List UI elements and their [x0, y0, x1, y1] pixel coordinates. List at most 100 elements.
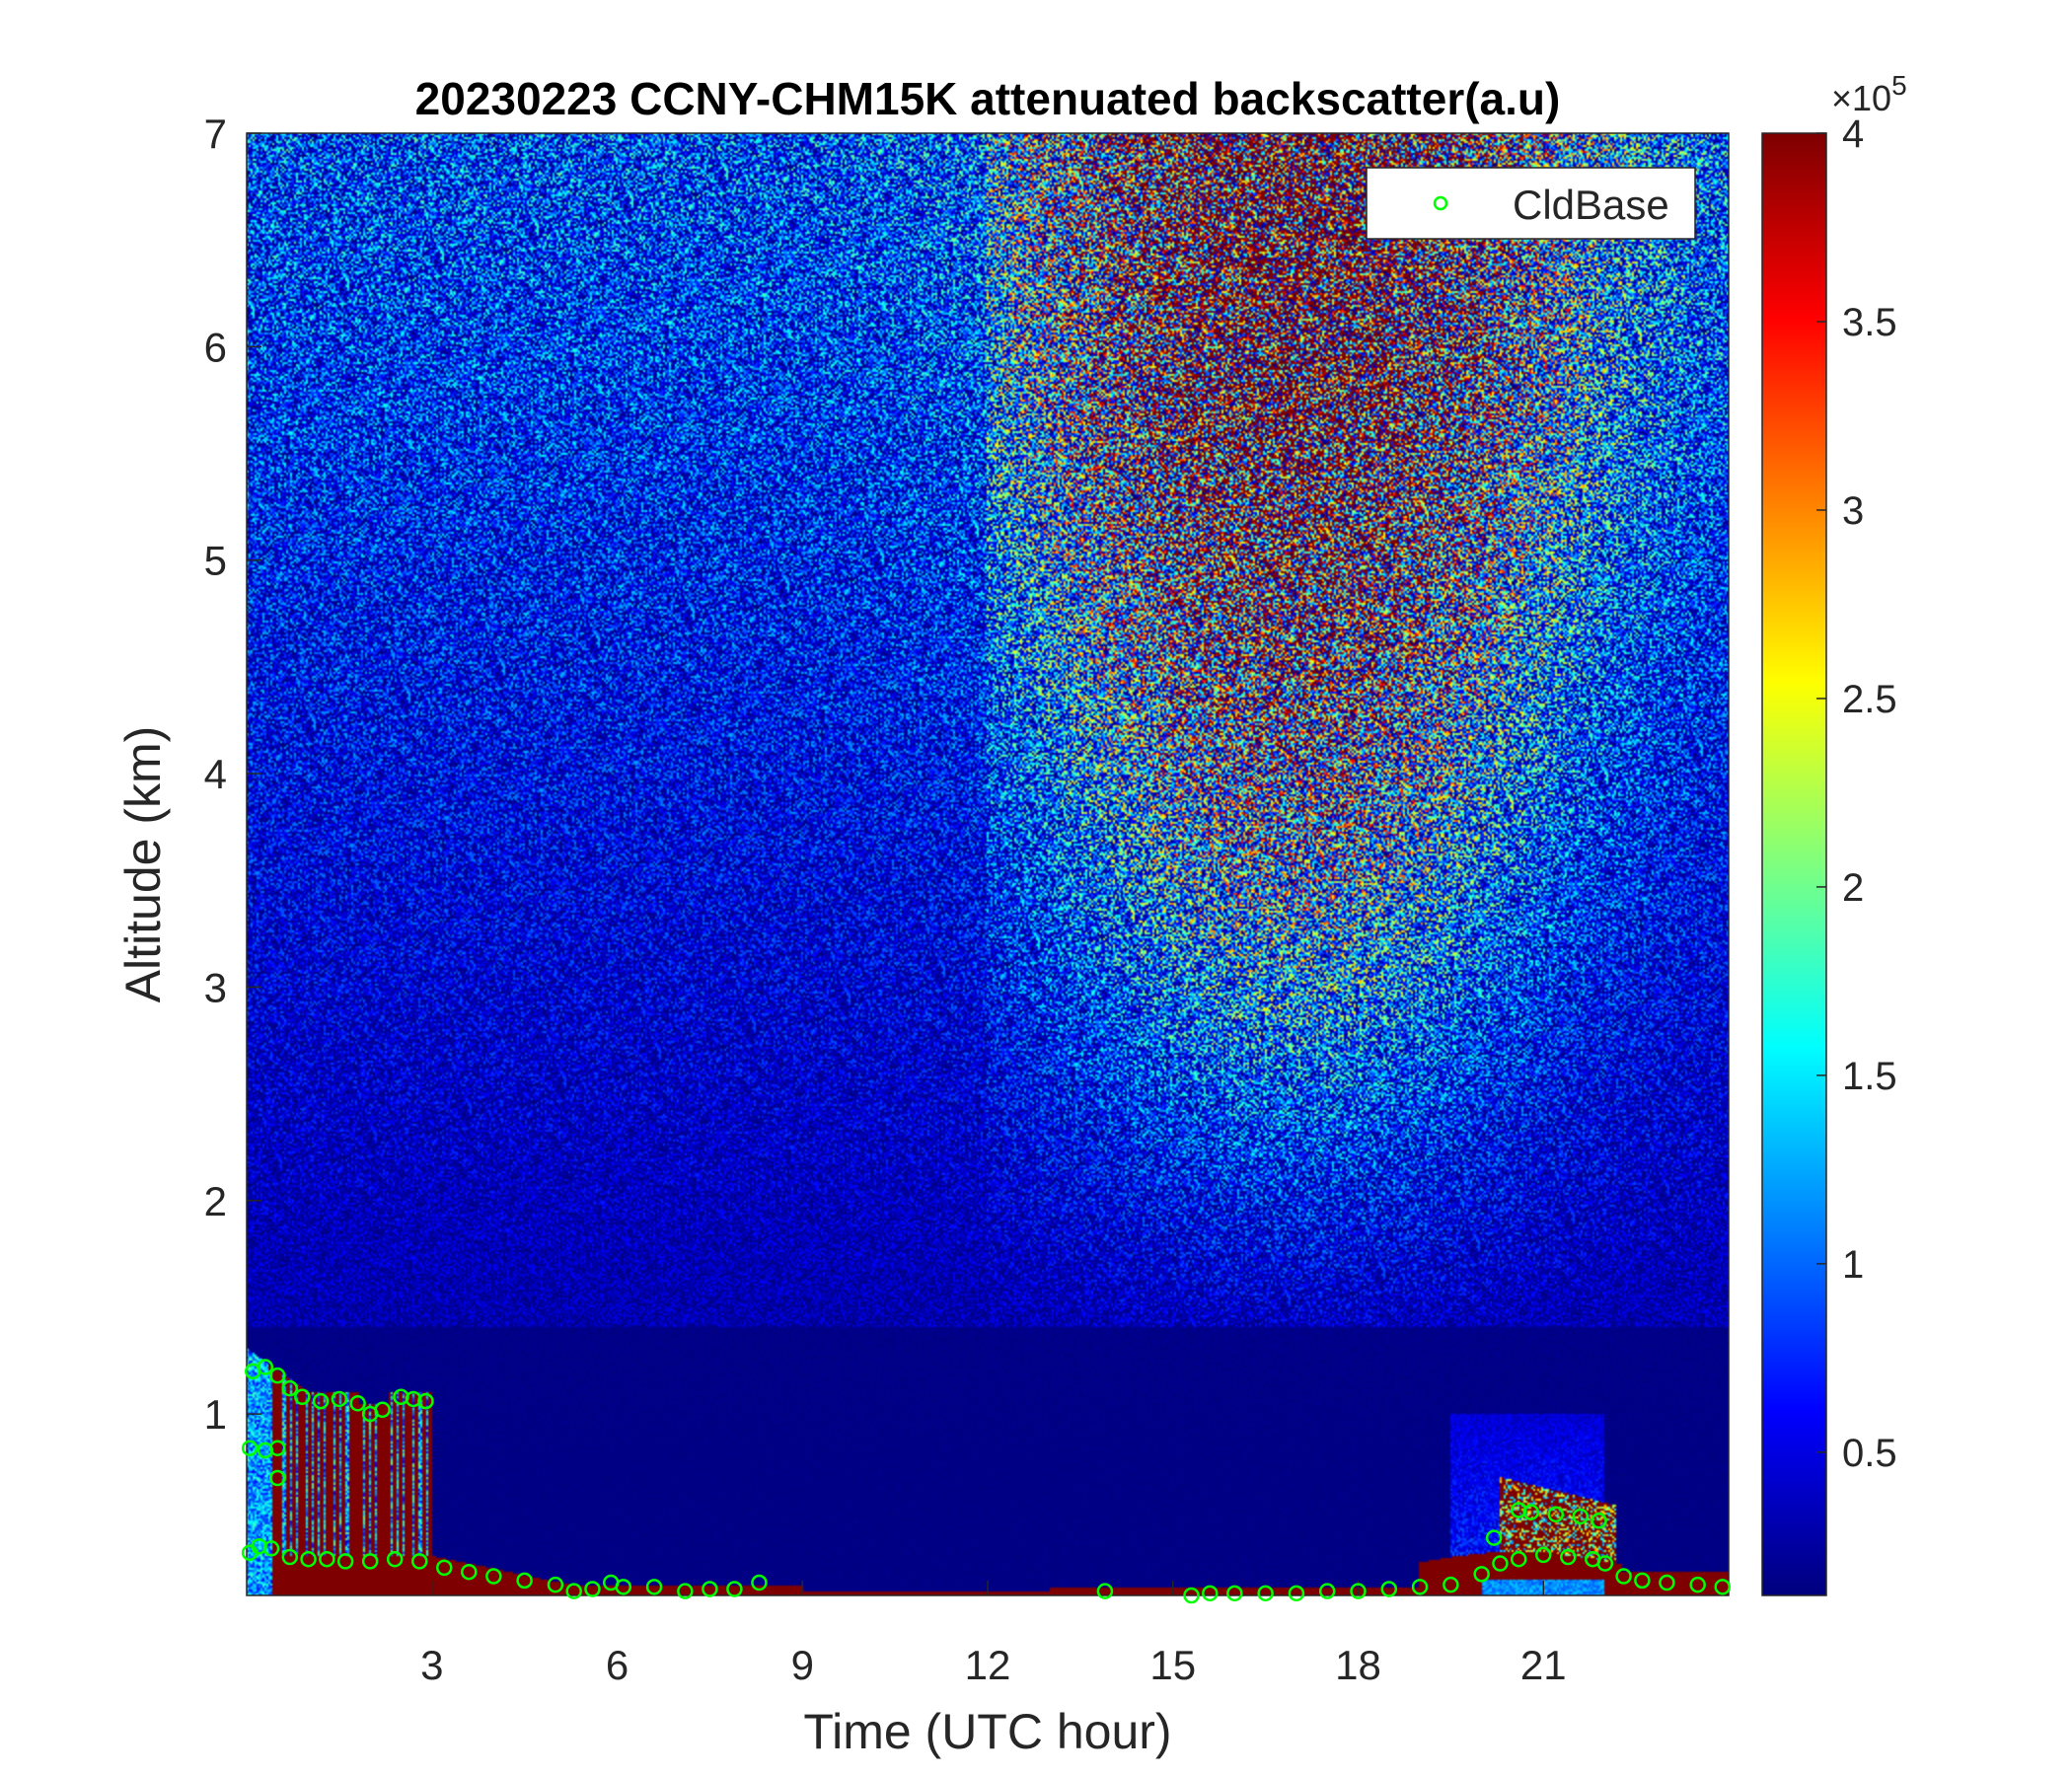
- cldbase-point: [1714, 1579, 1731, 1595]
- cldbase-point: [1350, 1583, 1367, 1599]
- cldbase-point: [751, 1574, 768, 1591]
- y-tick-label: 6: [204, 324, 227, 370]
- y-tick-label: 4: [204, 751, 227, 797]
- x-tick-label: 9: [791, 1642, 814, 1688]
- cldbase-point: [1547, 1506, 1565, 1523]
- colorbar-tick-label: 0.5: [1842, 1432, 1897, 1475]
- y-tick-label: 3: [204, 964, 227, 1010]
- cldbase-point: [1443, 1576, 1459, 1593]
- cldbase-point: [269, 1367, 286, 1384]
- cldbase-point: [1535, 1546, 1552, 1564]
- cldbase-point: [1522, 1504, 1539, 1520]
- cldbase-point: [547, 1576, 564, 1593]
- cldbase-point: [349, 1395, 366, 1412]
- cldbase-point: [1202, 1585, 1219, 1602]
- colorbar-tick-label: 4: [1842, 112, 1864, 156]
- cldbase-point: [702, 1581, 718, 1597]
- colorbar-tick-label: 2: [1842, 866, 1864, 910]
- cldbase-point: [1572, 1508, 1590, 1525]
- legend-label: CldBase: [1513, 182, 1669, 228]
- cldbase-point: [300, 1550, 317, 1568]
- y-axis: 1 2 3 4 5 6 7: [204, 111, 261, 1438]
- cldbase-point: [1257, 1585, 1274, 1602]
- y-axis-label: Altitude (km): [115, 726, 171, 1003]
- cldbase-point: [294, 1388, 311, 1406]
- colorbar-frame: [1761, 132, 1827, 1596]
- cldbase-point: [584, 1581, 601, 1597]
- x-tick-label: 18: [1335, 1642, 1381, 1688]
- cldbase-point: [312, 1392, 330, 1410]
- cldbase-point: [436, 1559, 453, 1577]
- cldbase-point: [1492, 1555, 1509, 1572]
- cldbase-point: [1318, 1583, 1336, 1599]
- cldbase-point: [281, 1379, 299, 1397]
- x-tick-label: 21: [1520, 1642, 1567, 1688]
- cldbase-point: [269, 1469, 286, 1487]
- legend-marker-icon: [1433, 195, 1448, 211]
- cldbase-point: [485, 1568, 502, 1585]
- cldbase-point: [1560, 1548, 1577, 1566]
- colorbar: [1762, 133, 1826, 1595]
- cldbase-point: [1596, 1555, 1614, 1572]
- colorbar-tick-label: 1: [1842, 1243, 1864, 1287]
- y-tick-label: 5: [204, 538, 227, 584]
- cldbase-point: [516, 1572, 533, 1590]
- cldbase-point: [331, 1390, 348, 1408]
- cldbase-point: [319, 1550, 335, 1568]
- cldbase-point: [241, 1440, 259, 1456]
- cldbase-point: [645, 1579, 663, 1595]
- cldbase-point: [1591, 1513, 1607, 1529]
- cldbase-point: [1183, 1587, 1200, 1604]
- cldbase-point: [1659, 1574, 1675, 1591]
- legend-box: [1366, 167, 1696, 240]
- cldbase-point: [281, 1548, 299, 1566]
- cldbase-point: [1380, 1581, 1398, 1597]
- plot-frame: [246, 132, 1730, 1596]
- y-tick-label: 1: [204, 1391, 227, 1438]
- y-tick-label: 2: [204, 1178, 227, 1224]
- cldbase-point: [374, 1401, 391, 1419]
- x-axis-label: Time (UTC hour): [803, 1704, 1171, 1759]
- colorbar-tick-label: 3: [1842, 489, 1864, 533]
- cldbase-point: [1510, 1550, 1527, 1568]
- legend[interactable]: CldBase: [1366, 167, 1696, 240]
- cldbase-point: [565, 1583, 582, 1599]
- colorbar-exponent-base: ×10: [1831, 78, 1891, 118]
- cldbase-point: [1288, 1585, 1305, 1602]
- cldbase-point: [1411, 1579, 1429, 1595]
- cldbase-point: [1615, 1568, 1632, 1585]
- cldbase-point: [1689, 1576, 1706, 1593]
- cldbase-point: [1634, 1572, 1651, 1590]
- cldbase-point: [726, 1581, 743, 1597]
- x-tick-label: 15: [1149, 1642, 1196, 1688]
- backscatter-heatmap: [247, 133, 1729, 1595]
- chart-title: 20230223 CCNY-CHM15K attenuated backscat…: [415, 73, 1561, 124]
- colorbar-exponent: ×105: [1831, 70, 1907, 118]
- cldbase-point: [1096, 1583, 1114, 1599]
- colorbar-tick-label: 2.5: [1842, 678, 1897, 721]
- cldbase-point: [410, 1553, 428, 1570]
- cldbase-point: [417, 1392, 434, 1410]
- cldbase-point: [1485, 1529, 1503, 1546]
- cldbase-point: [257, 1359, 274, 1375]
- x-tick-label: 3: [420, 1642, 443, 1688]
- colorbar-exponent-power: 5: [1891, 70, 1907, 101]
- cldbase-point: [361, 1553, 379, 1570]
- cldbase-point: [336, 1553, 354, 1570]
- cldbase-point: [386, 1550, 404, 1568]
- cldbase-point: [461, 1563, 478, 1581]
- cldbase-point: [615, 1579, 632, 1595]
- x-tick-label: 6: [606, 1642, 629, 1688]
- cldbase-point: [262, 1540, 280, 1557]
- colorbar-tick-label: 3.5: [1842, 301, 1897, 344]
- cldbase-point: [1473, 1566, 1490, 1583]
- x-tick-label: 12: [965, 1642, 1011, 1688]
- colorbar-tick-label: 1.5: [1842, 1055, 1897, 1098]
- cldbase-point: [1226, 1585, 1243, 1602]
- cldbase-point: [269, 1440, 286, 1456]
- cldbase-point: [677, 1583, 694, 1599]
- cldbase-series: [241, 1359, 1731, 1604]
- colorbar-axis: 0.5 1 1.5 2 2.5 3 3.5 4: [1816, 112, 1897, 1475]
- y-tick-label: 7: [204, 111, 227, 157]
